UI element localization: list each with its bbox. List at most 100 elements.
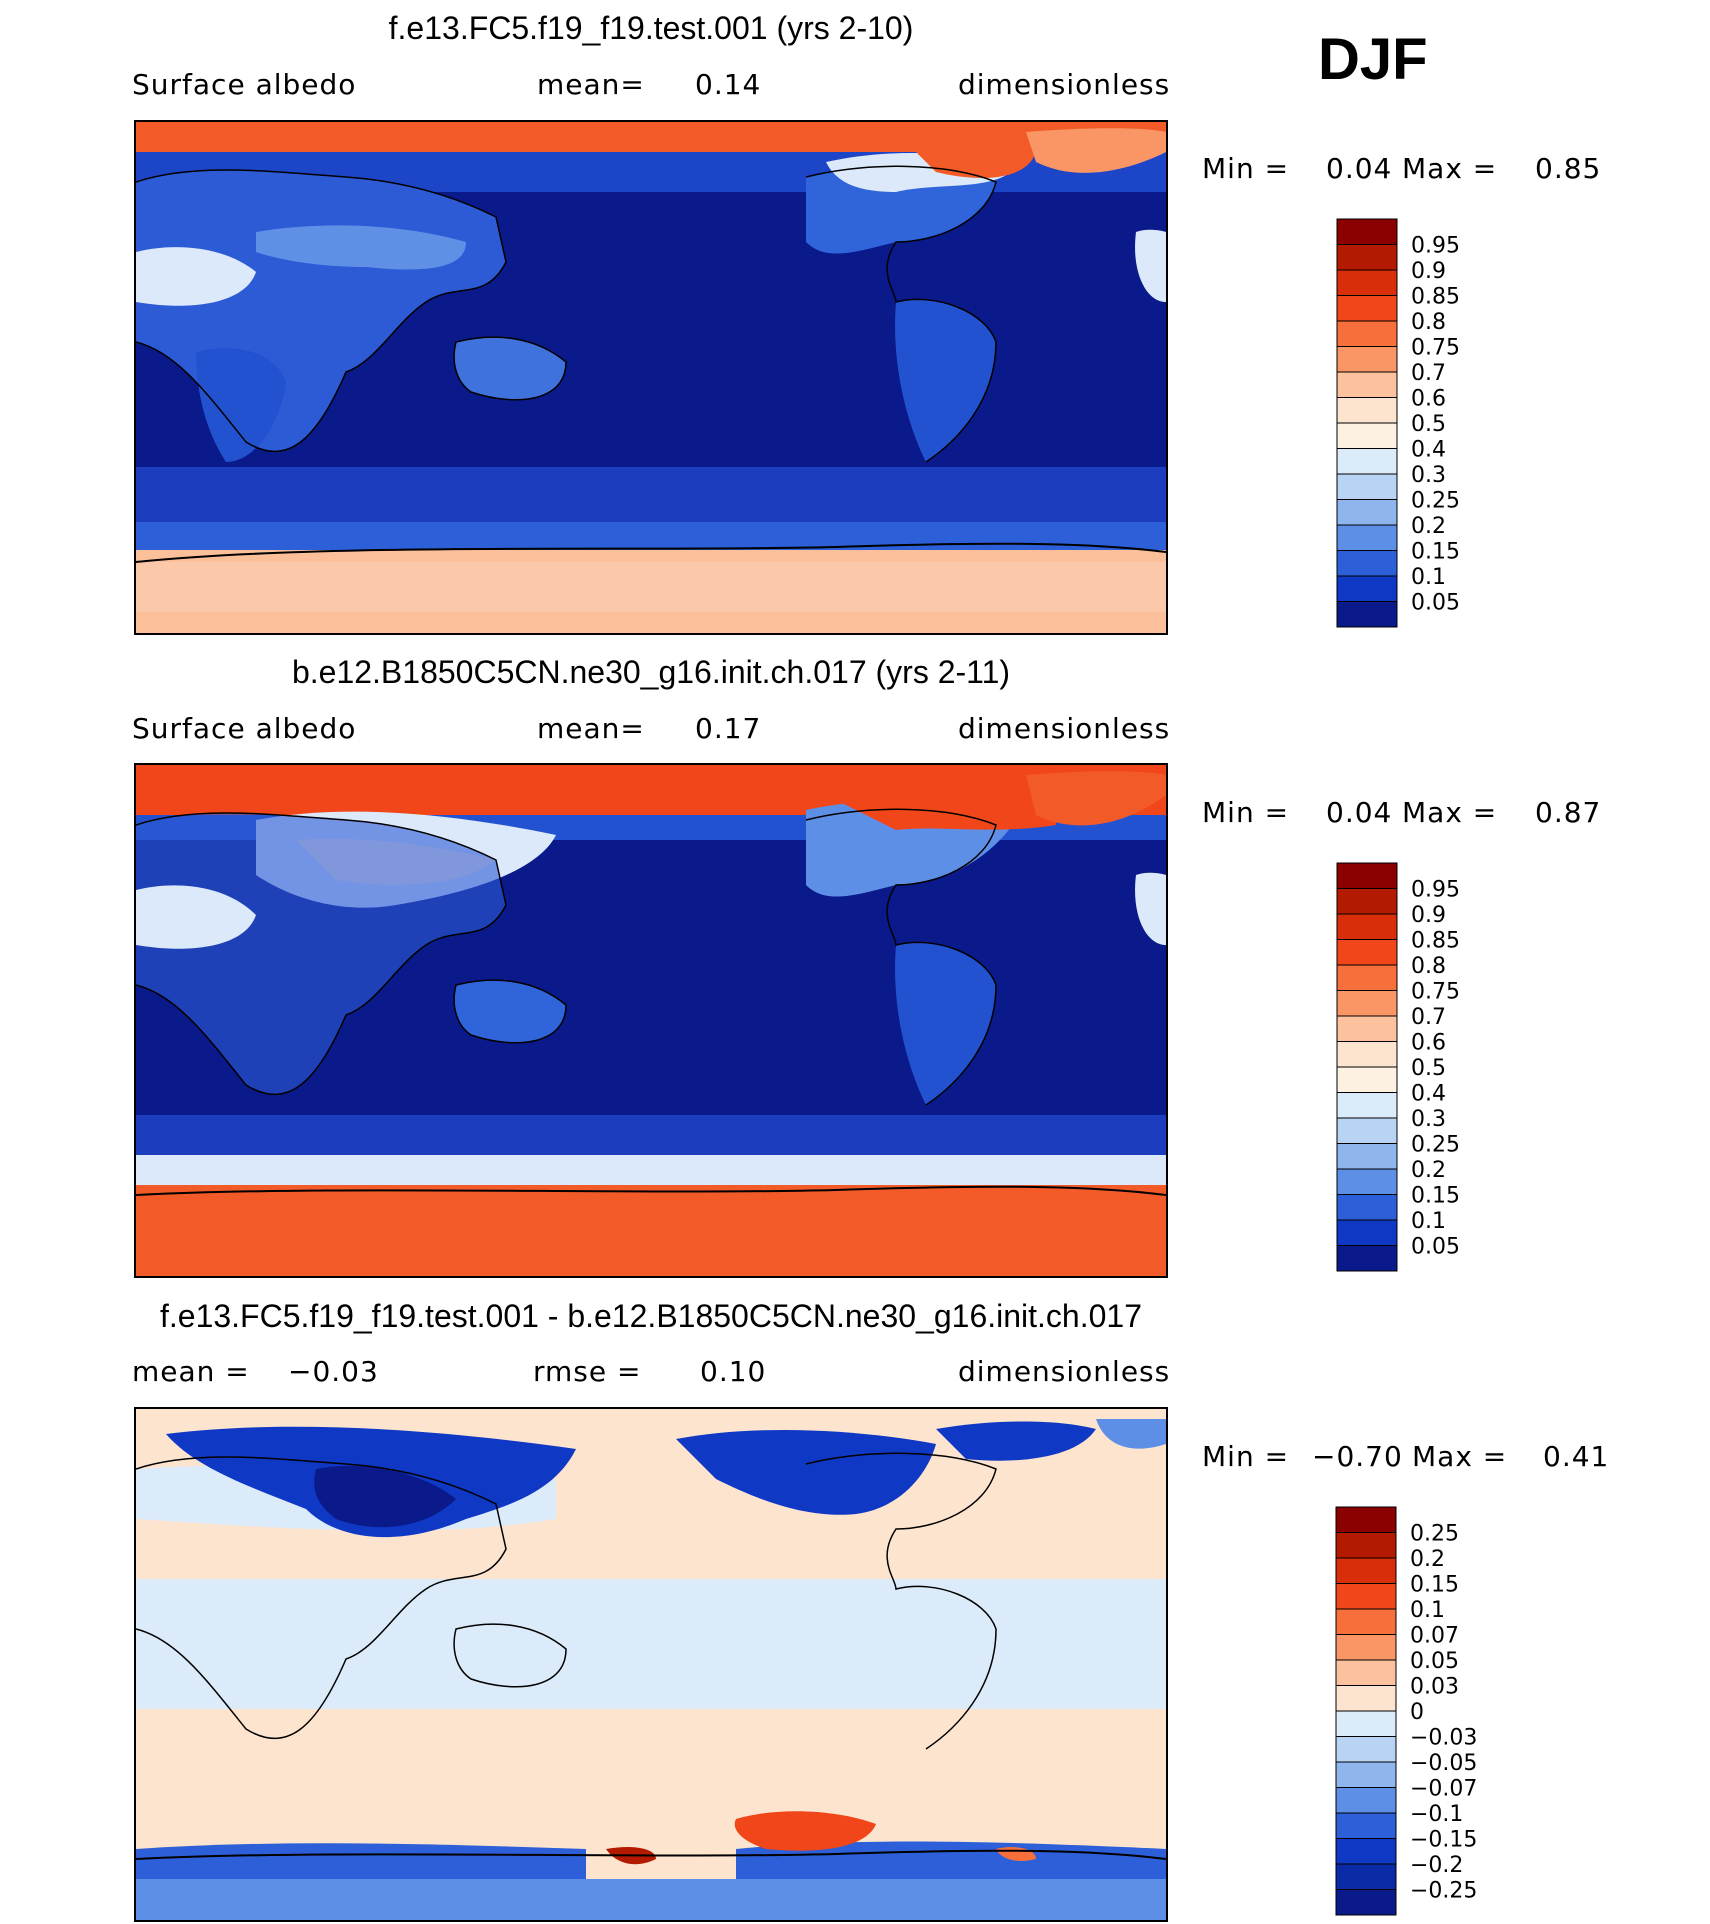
panel-2-variable-label: Surface albedo — [132, 712, 357, 745]
colorbar-tick-label: 0.8 — [1411, 310, 1446, 335]
panel-2-mean-label: mean= — [537, 712, 645, 745]
panel-1-map — [134, 120, 1168, 635]
panel-2-colorbar-svg: 0.950.90.850.80.750.70.60.50.40.30.250.2… — [1336, 862, 1460, 1272]
colorbar-tick-label: −0.03 — [1410, 1726, 1477, 1751]
colorbar-swatch — [1336, 550, 1398, 577]
colorbar-tick-label: 0.2 — [1411, 1158, 1446, 1183]
colorbar-tick-label: 0.95 — [1411, 234, 1460, 259]
colorbar-swatch — [1335, 1736, 1397, 1763]
colorbar-tick-label: 0.5 — [1411, 1056, 1446, 1081]
colorbar-swatch — [1335, 1506, 1397, 1533]
panel-3-title: f.e13.FC5.f19_f19.test.001 - b.e12.B1850… — [159, 1298, 1142, 1334]
colorbar-tick-label: 0 — [1410, 1700, 1424, 1725]
colorbar-swatch — [1336, 1168, 1398, 1195]
panel-1-map-svg — [136, 122, 1166, 633]
colorbar-tick-label: 0.9 — [1411, 903, 1446, 928]
panel-3-rmse-value: 0.10 — [700, 1355, 767, 1388]
colorbar-swatch — [1336, 964, 1398, 991]
colorbar-swatch — [1335, 1634, 1397, 1661]
colorbar-tick-label: 0.75 — [1411, 336, 1460, 361]
panel-1-units: dimensionless — [958, 68, 1171, 101]
panel-1-max-value: 0.85 — [1535, 152, 1602, 185]
colorbar-tick-label: 0.85 — [1411, 929, 1460, 954]
colorbar-tick-label: −0.07 — [1410, 1777, 1477, 1802]
colorbar-swatch — [1336, 990, 1398, 1017]
panel-3-mean-value: −0.03 — [288, 1355, 379, 1388]
colorbar-swatch — [1336, 1219, 1398, 1246]
colorbar-swatch — [1335, 1532, 1397, 1559]
panel-2-max-value: 0.87 — [1535, 796, 1602, 829]
colorbar-swatch — [1335, 1608, 1397, 1635]
colorbar-tick-label: 0.15 — [1410, 1573, 1459, 1598]
colorbar-swatch — [1335, 1889, 1397, 1916]
colorbar-swatch — [1335, 1659, 1397, 1686]
colorbar-tick-label: 0.2 — [1410, 1547, 1445, 1572]
colorbar-swatch — [1336, 499, 1398, 526]
colorbar-swatch — [1336, 888, 1398, 915]
colorbar-swatch — [1335, 1583, 1397, 1610]
colorbar-tick-label: 0.7 — [1411, 361, 1446, 386]
panel-2-min-value: 0.04 — [1326, 796, 1393, 829]
colorbar-swatch — [1336, 862, 1398, 889]
colorbar-tick-label: 0.4 — [1411, 438, 1446, 463]
colorbar-swatch — [1336, 371, 1398, 398]
panel-1-max-label: Max = — [1402, 152, 1498, 185]
colorbar-swatch — [1336, 1066, 1398, 1093]
panel-1-mean-label: mean= — [537, 68, 645, 101]
colorbar-swatch — [1336, 601, 1398, 628]
colorbar-swatch — [1336, 269, 1398, 296]
colorbar-tick-label: 0.1 — [1411, 1209, 1446, 1234]
panel-3-min-label: Min = — [1202, 1440, 1290, 1473]
colorbar-swatch — [1336, 913, 1398, 940]
panel-1-mean-value: 0.14 — [695, 68, 762, 101]
colorbar-tick-label: 0.25 — [1411, 1133, 1460, 1158]
panel-3-max-value: 0.41 — [1543, 1440, 1610, 1473]
colorbar-swatch — [1336, 218, 1398, 245]
colorbar-tick-label: 0.05 — [1411, 1235, 1460, 1260]
colorbar-tick-label: 0.05 — [1411, 591, 1460, 616]
panel-3-map-svg — [136, 1409, 1166, 1920]
colorbar-swatch — [1336, 575, 1398, 602]
colorbar-swatch — [1336, 448, 1398, 475]
colorbar-tick-label: 0.3 — [1411, 463, 1446, 488]
panel-1-colorbar: 0.95 0.9 0.85 0.8 0.75 0.7 0.6 0.5 0.4 0.3 0.25 0.2… — [1336, 218, 1577, 628]
colorbar-tick-label: 0.1 — [1410, 1598, 1445, 1623]
panel-1-colorbar-svg: 0.950.90.850.80.750.70.60.50.40.30.250.2… — [1336, 218, 1460, 628]
colorbar-swatch — [1336, 939, 1398, 966]
panel-2-map — [134, 763, 1168, 1278]
colorbar-swatch — [1335, 1761, 1397, 1788]
panel-2-min-label: Min = — [1202, 796, 1290, 829]
panel-3-colorbar-svg: 0.250.20.150.10.070.050.030−0.03−0.05−0.… — [1335, 1506, 1477, 1916]
colorbar-tick-label: 0.15 — [1411, 540, 1460, 565]
colorbar-tick-label: 0.1 — [1411, 565, 1446, 590]
colorbar-tick-label: 0.5 — [1411, 412, 1446, 437]
colorbar-swatch — [1336, 422, 1398, 449]
colorbar-swatch — [1336, 1117, 1398, 1144]
colorbar-swatch — [1336, 1041, 1398, 1068]
colorbar-swatch — [1336, 397, 1398, 424]
colorbar-tick-label: 0.4 — [1411, 1082, 1446, 1107]
colorbar-tick-label: 0.05 — [1410, 1649, 1459, 1674]
panel-3-min-value: −0.70 — [1312, 1440, 1403, 1473]
colorbar-swatch — [1335, 1557, 1397, 1584]
season-label: DJF — [1318, 27, 1428, 92]
colorbar-tick-label: 0.3 — [1411, 1107, 1446, 1132]
colorbar-swatch — [1336, 1245, 1398, 1272]
panel-3-colorbar: 0.25 0.2 0.15 0.1 0.07 0.05 0.03 0 −0.03 −0.05 −0.… — [1330, 1506, 1580, 1916]
colorbar-tick-label: 0.95 — [1411, 878, 1460, 903]
panel-3-mean-label: mean = — [132, 1355, 250, 1388]
colorbar-tick-label: 0.75 — [1411, 980, 1460, 1005]
panel-2-units: dimensionless — [958, 712, 1171, 745]
colorbar-swatch — [1336, 346, 1398, 373]
panel-3-map — [134, 1407, 1168, 1922]
colorbar-swatch — [1336, 524, 1398, 551]
colorbar-tick-label: −0.2 — [1410, 1853, 1463, 1878]
panel-2-colorbar: 0.95 0.9 0.85 0.8 0.75 0.7 0.6 0.5 0.4 0.3 0.25 0.2… — [1336, 862, 1577, 1272]
colorbar-swatch — [1336, 1092, 1398, 1119]
panel-1-title: f.e13.FC5.f19_f19.test.001 (yrs 2-10) — [388, 10, 914, 46]
colorbar-tick-label: −0.05 — [1410, 1751, 1477, 1776]
colorbar-tick-label: −0.15 — [1410, 1828, 1477, 1853]
colorbar-swatch — [1336, 295, 1398, 322]
colorbar-tick-label: −0.25 — [1410, 1879, 1477, 1904]
panel-2-mean-value: 0.17 — [695, 712, 762, 745]
